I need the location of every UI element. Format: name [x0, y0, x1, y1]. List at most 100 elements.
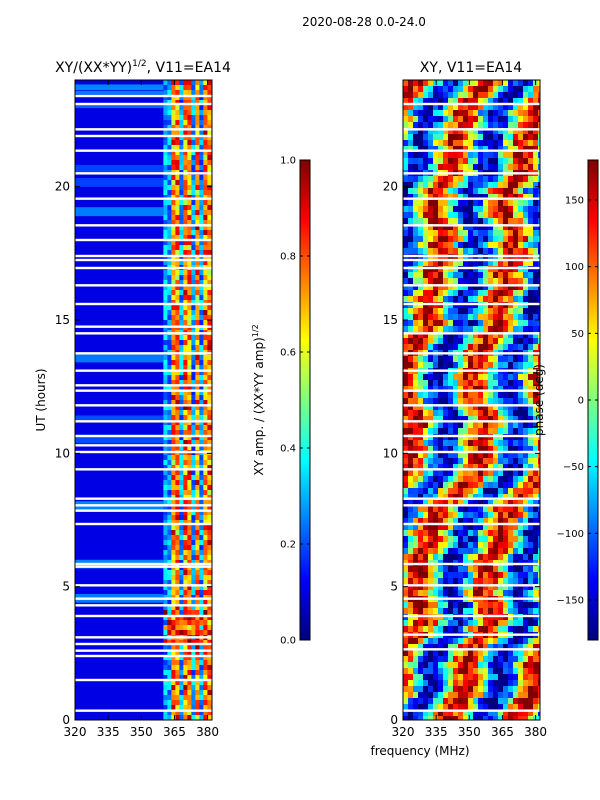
flagged-gap	[403, 302, 540, 306]
flagged-gap	[403, 562, 540, 566]
colorbar-tick-label: 150	[565, 196, 584, 207]
flagged-gap	[75, 678, 212, 682]
y-tick-label: 10	[55, 446, 70, 460]
amplitude-colorbar-ticks: 0.0 0.2 0.4 0.6 0.8 1.0	[280, 156, 310, 647]
x-tick-label: 335	[425, 725, 448, 739]
flagged-gap	[75, 149, 212, 152]
flagged-gap	[75, 102, 212, 106]
flagged-gap	[403, 149, 540, 152]
flagged-gap	[75, 434, 212, 438]
flagged-gap	[403, 522, 540, 526]
colorbar-tick-label: 0.4	[280, 444, 296, 455]
flagged-gap	[403, 352, 540, 355]
y-tick-label: 5	[62, 580, 70, 594]
flagged-gap	[75, 709, 212, 712]
flagged-gap	[403, 709, 540, 712]
flagged-gap	[403, 369, 540, 372]
flagged-gap	[403, 254, 540, 258]
y-tick-label: 10	[383, 446, 398, 460]
amplitude-heatmap-panel: XY/(XX*YY)1/2, V11=EA14 320 335 350 365 380 0…	[34, 59, 231, 739]
flagged-gap	[75, 597, 212, 600]
flagged-gap	[403, 404, 540, 407]
flagged-gap	[75, 565, 212, 568]
amplitude-plot-frame	[74, 79, 213, 721]
x-tick-label: 320	[392, 725, 415, 739]
flagged-gap	[75, 197, 212, 200]
colorbar-tick-label: 0	[578, 396, 584, 407]
flagged-gap	[75, 172, 212, 175]
flagged-gap	[75, 497, 212, 500]
phase-colorbar-gradient	[588, 160, 598, 640]
colorbar-tick-label: 0.0	[280, 636, 296, 647]
flagged-gap	[403, 224, 540, 227]
flagged-gap	[403, 584, 540, 587]
phase-colorbar-ticks: −150 −100 −50 0 50 100 150	[557, 196, 598, 607]
flagged-gap	[403, 648, 540, 651]
flagged-gap	[75, 258, 212, 262]
flagged-gap	[75, 384, 212, 387]
flagged-gap	[75, 509, 212, 512]
y-tick-label: 5	[390, 580, 398, 594]
flagged-gap	[75, 450, 212, 454]
flagged-gap	[75, 584, 212, 587]
flagged-gap	[75, 642, 212, 646]
flagged-gap	[75, 128, 212, 131]
flagged-gap	[75, 389, 212, 392]
flagged-gap	[403, 258, 540, 262]
phase-axes-ticks: 320 335 350 365 380 0 5 10 15 20	[383, 80, 547, 739]
flagged-gap	[403, 633, 540, 636]
flagged-gap	[403, 389, 540, 392]
flagged-gap	[403, 284, 540, 287]
flagged-gap	[75, 614, 212, 618]
x-tick-label: 365	[163, 725, 186, 739]
flagged-gap	[75, 636, 212, 639]
flagged-gap	[403, 504, 540, 507]
flagged-gap	[75, 134, 212, 138]
amplitude-colorbar-label: XY amp. / (XX*YY amp)1/2	[251, 324, 266, 475]
x-tick-label: 335	[97, 725, 120, 739]
flagged-gap	[75, 444, 212, 447]
flagged-gap	[75, 649, 212, 652]
flagged-gap	[403, 420, 540, 423]
amplitude-colorbar-frame	[299, 159, 311, 641]
phase-chart-title: XY, V11=EA14	[420, 60, 522, 76]
flagged-gap	[403, 497, 540, 500]
flagged-gap	[75, 266, 212, 270]
colorbar-tick-label: 50	[571, 329, 584, 340]
x-tick-label: 350	[458, 725, 481, 739]
colorbar-tick-label: −150	[557, 596, 584, 607]
colorbar-tick-label: 1.0	[280, 156, 296, 167]
y-tick-label: 20	[383, 180, 398, 194]
flagged-gap	[75, 522, 212, 526]
amplitude-axes-ticks: 320 335 350 365 380 0 5 10 15 20	[55, 80, 219, 739]
colorbar-tick-label: −50	[563, 462, 584, 473]
phase-heatmap	[403, 80, 540, 720]
flagged-gap	[75, 604, 212, 607]
flagged-gap	[75, 94, 212, 98]
colorbar-tick-label: 0.6	[280, 348, 296, 359]
flagged-gap	[75, 254, 212, 258]
phase-plot-frame	[402, 79, 541, 721]
flagged-gap	[403, 102, 540, 106]
amplitude-heatmap	[75, 80, 212, 720]
amplitude-colorbar-gradient	[300, 160, 310, 640]
phase-heatmap-panel: XY, V11=EA14 320 335 350 365 380 0 5 10 15 20 fre…	[370, 60, 547, 758]
flagged-gap	[75, 420, 212, 423]
amplitude-colorbar: 0.0 0.2 0.4 0.6 0.8 1.0 XY amp. / (XX*YY amp)…	[251, 156, 311, 647]
y-tick-label: 15	[383, 313, 398, 327]
flagged-gap	[75, 369, 212, 372]
colorbar-tick-label: 100	[565, 262, 584, 273]
flagged-gap	[403, 332, 540, 335]
x-tick-label: 380	[196, 725, 219, 739]
flagged-gap	[75, 352, 212, 355]
flagged-gap	[75, 468, 212, 471]
y-tick-label: 20	[55, 180, 70, 194]
flagged-gap	[75, 562, 212, 566]
y-tick-label: 15	[55, 313, 70, 327]
flagged-gap	[75, 224, 212, 227]
flagged-gap	[75, 404, 212, 407]
flagged-gap	[75, 325, 212, 328]
y-tick-label: 0	[62, 713, 70, 727]
flagged-gap	[75, 504, 212, 507]
